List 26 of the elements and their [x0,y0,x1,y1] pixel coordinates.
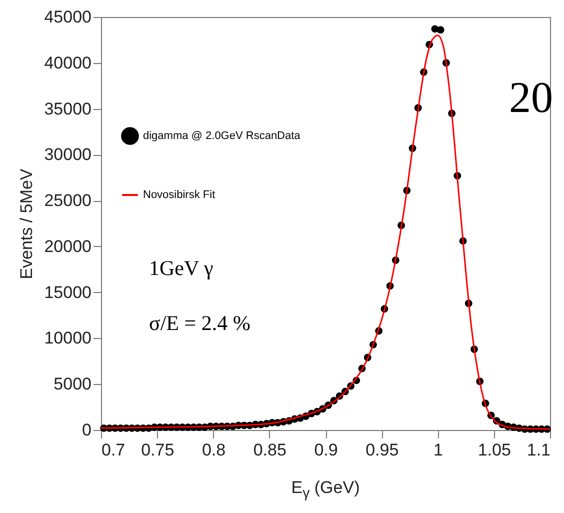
x-tick-label: 0.9 [314,440,338,460]
y-tick-label: 20000 [44,236,92,256]
x-tick-label: 1 [434,440,443,460]
x-tick-label: 0.8 [202,440,226,460]
legend-label: digamma @ 2.0GeV RscanData [143,130,302,142]
x-tick-label: 1.1 [526,440,550,460]
y-tick-label: 45000 [44,8,92,26]
annotation: 1GeV γ [149,256,214,280]
y-tick-label: 0 [82,420,92,440]
y-tick-label: 25000 [44,191,92,210]
x-tick-label: 0.95 [366,440,399,460]
legend-label: Novosibirsk Fit [143,189,216,201]
x-tick-label: 1.05 [478,440,511,460]
y-axis-title: Events / 5MeV [17,168,36,280]
y-tick-label: 5000 [54,374,92,394]
y-tick-label: 35000 [44,99,92,118]
x-axis-title: E$_{γ}$ (GeV) [290,478,361,502]
y-tick-label: 15000 [44,282,92,302]
x-tick-label: 0.7 [102,440,126,460]
x-tick-label: 0.85 [253,440,286,460]
x-tick-label: 0.75 [141,440,174,460]
annotation: σ/E = 2.4 % [149,311,250,335]
y-tick-label: 40000 [44,53,92,72]
y-tick-label: 30000 [44,145,92,164]
y-tick-label: 10000 [44,328,92,348]
annotation: 20 [509,73,553,122]
